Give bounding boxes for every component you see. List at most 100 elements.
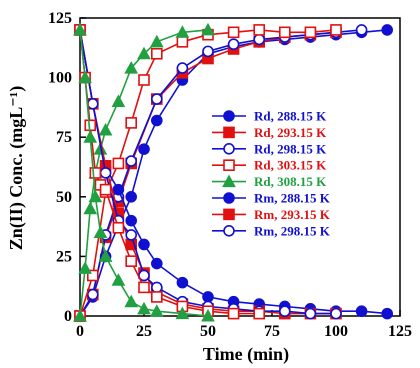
y-tick-label: 125	[48, 10, 72, 27]
data-point	[98, 249, 113, 262]
data-point	[151, 47, 163, 60]
data-point	[99, 167, 112, 179]
series-line	[79, 29, 209, 317]
data-point	[138, 281, 150, 294]
legend-item: Rm, 288.15 K	[212, 191, 331, 206]
series-line	[79, 29, 362, 317]
data-point	[149, 34, 164, 48]
data-point	[381, 307, 394, 320]
data-point	[176, 276, 189, 289]
legend-label: Rd, 298.15 K	[254, 141, 327, 156]
legend-marker	[223, 225, 235, 237]
x-tick-label: 0	[76, 323, 84, 340]
x-tick-label: 125	[388, 323, 412, 340]
data-point	[151, 257, 163, 270]
legend-item: Rd, 298.15 K	[212, 141, 327, 156]
data-point	[125, 214, 137, 227]
series-5	[74, 24, 394, 320]
legend-marker	[223, 143, 235, 155]
data-point	[304, 26, 317, 39]
series-line	[79, 29, 388, 317]
data-point	[253, 307, 265, 320]
legend-label: Rm, 288.15 K	[254, 191, 331, 206]
data-point	[124, 294, 139, 308]
data-point	[202, 45, 214, 58]
legend: Rd, 288.15 KRd, 293.15 KRd, 298.15 K Rd, …	[212, 109, 331, 238]
x-tick-label: 50	[200, 323, 216, 340]
series-0	[74, 24, 394, 322]
data-point	[175, 306, 190, 320]
data-point	[93, 225, 108, 239]
series-line	[79, 29, 209, 317]
data-point	[381, 24, 394, 36]
data-point	[87, 288, 99, 301]
data-point	[138, 74, 150, 86]
data-point	[151, 281, 163, 294]
data-point	[88, 189, 103, 203]
data-point	[201, 308, 215, 322]
legend-item: Rd, 288.15 K	[212, 109, 327, 124]
data-point	[330, 24, 342, 36]
legend-label: Rd, 303.15 K	[254, 158, 327, 173]
data-point	[137, 301, 151, 315]
data-point	[151, 114, 163, 127]
legend-label: Rd, 308.15 K	[254, 174, 327, 189]
data-point	[227, 307, 240, 320]
data-point	[89, 167, 102, 179]
legend-item: Rm, 293.15 K	[212, 207, 331, 222]
data-point	[253, 24, 265, 36]
series-9	[73, 22, 215, 322]
series-line	[79, 29, 337, 317]
data-point	[99, 183, 112, 196]
data-point	[151, 291, 163, 303]
y-axis-label: Zn(II) Conc. (mgL⁻¹)	[6, 86, 27, 250]
data-point	[125, 191, 137, 203]
data-point	[278, 305, 291, 318]
series-line	[79, 29, 388, 315]
y-tick-label: 0	[64, 308, 72, 325]
data-point	[304, 307, 317, 320]
data-point	[125, 155, 137, 167]
data-point	[83, 130, 98, 143]
data-point	[83, 201, 98, 215]
x-tick-label: 75	[264, 323, 280, 340]
x-axis-label: Time (min)	[203, 344, 289, 365]
data-point	[125, 229, 137, 241]
legend-marker	[223, 208, 235, 221]
data-point	[278, 26, 291, 39]
data-point	[78, 70, 92, 84]
axes: 0 25 50 75 100 125 0 25 50 75 100 125	[48, 10, 412, 340]
legend-item: Rd, 293.15 K	[212, 125, 327, 140]
legend-label: Rm, 298.15 K	[254, 223, 331, 238]
data-point	[149, 304, 164, 317]
data-point	[125, 117, 137, 129]
data-point	[253, 33, 266, 46]
legend-label: Rm, 293.15 K	[254, 207, 331, 222]
series-3	[74, 24, 342, 322]
data-point	[227, 38, 240, 51]
legend-label: Rd, 293.15 K	[254, 125, 327, 140]
data-point	[111, 94, 126, 107]
data-point	[227, 26, 240, 39]
data-point	[138, 238, 150, 251]
y-tick-label: 100	[48, 70, 72, 87]
legend-marker	[222, 174, 236, 188]
y-tick-label: 25	[56, 248, 72, 265]
data-point	[112, 221, 125, 234]
data-point	[73, 22, 87, 36]
data-point	[78, 261, 92, 274]
data-point	[111, 273, 126, 286]
legend-marker	[223, 126, 235, 139]
data-point	[355, 24, 368, 36]
data-point	[124, 61, 139, 74]
y-tick-label: 75	[56, 129, 72, 146]
data-point	[87, 269, 99, 282]
legend-item: Rd, 308.15 K	[212, 174, 327, 189]
legend-item: Rd, 303.15 K	[212, 158, 327, 173]
series-layer	[73, 22, 394, 322]
legend-marker	[223, 192, 235, 204]
data-point	[202, 291, 214, 303]
data-point	[175, 25, 190, 38]
legend-item: Rm, 298.15 K	[212, 223, 331, 238]
